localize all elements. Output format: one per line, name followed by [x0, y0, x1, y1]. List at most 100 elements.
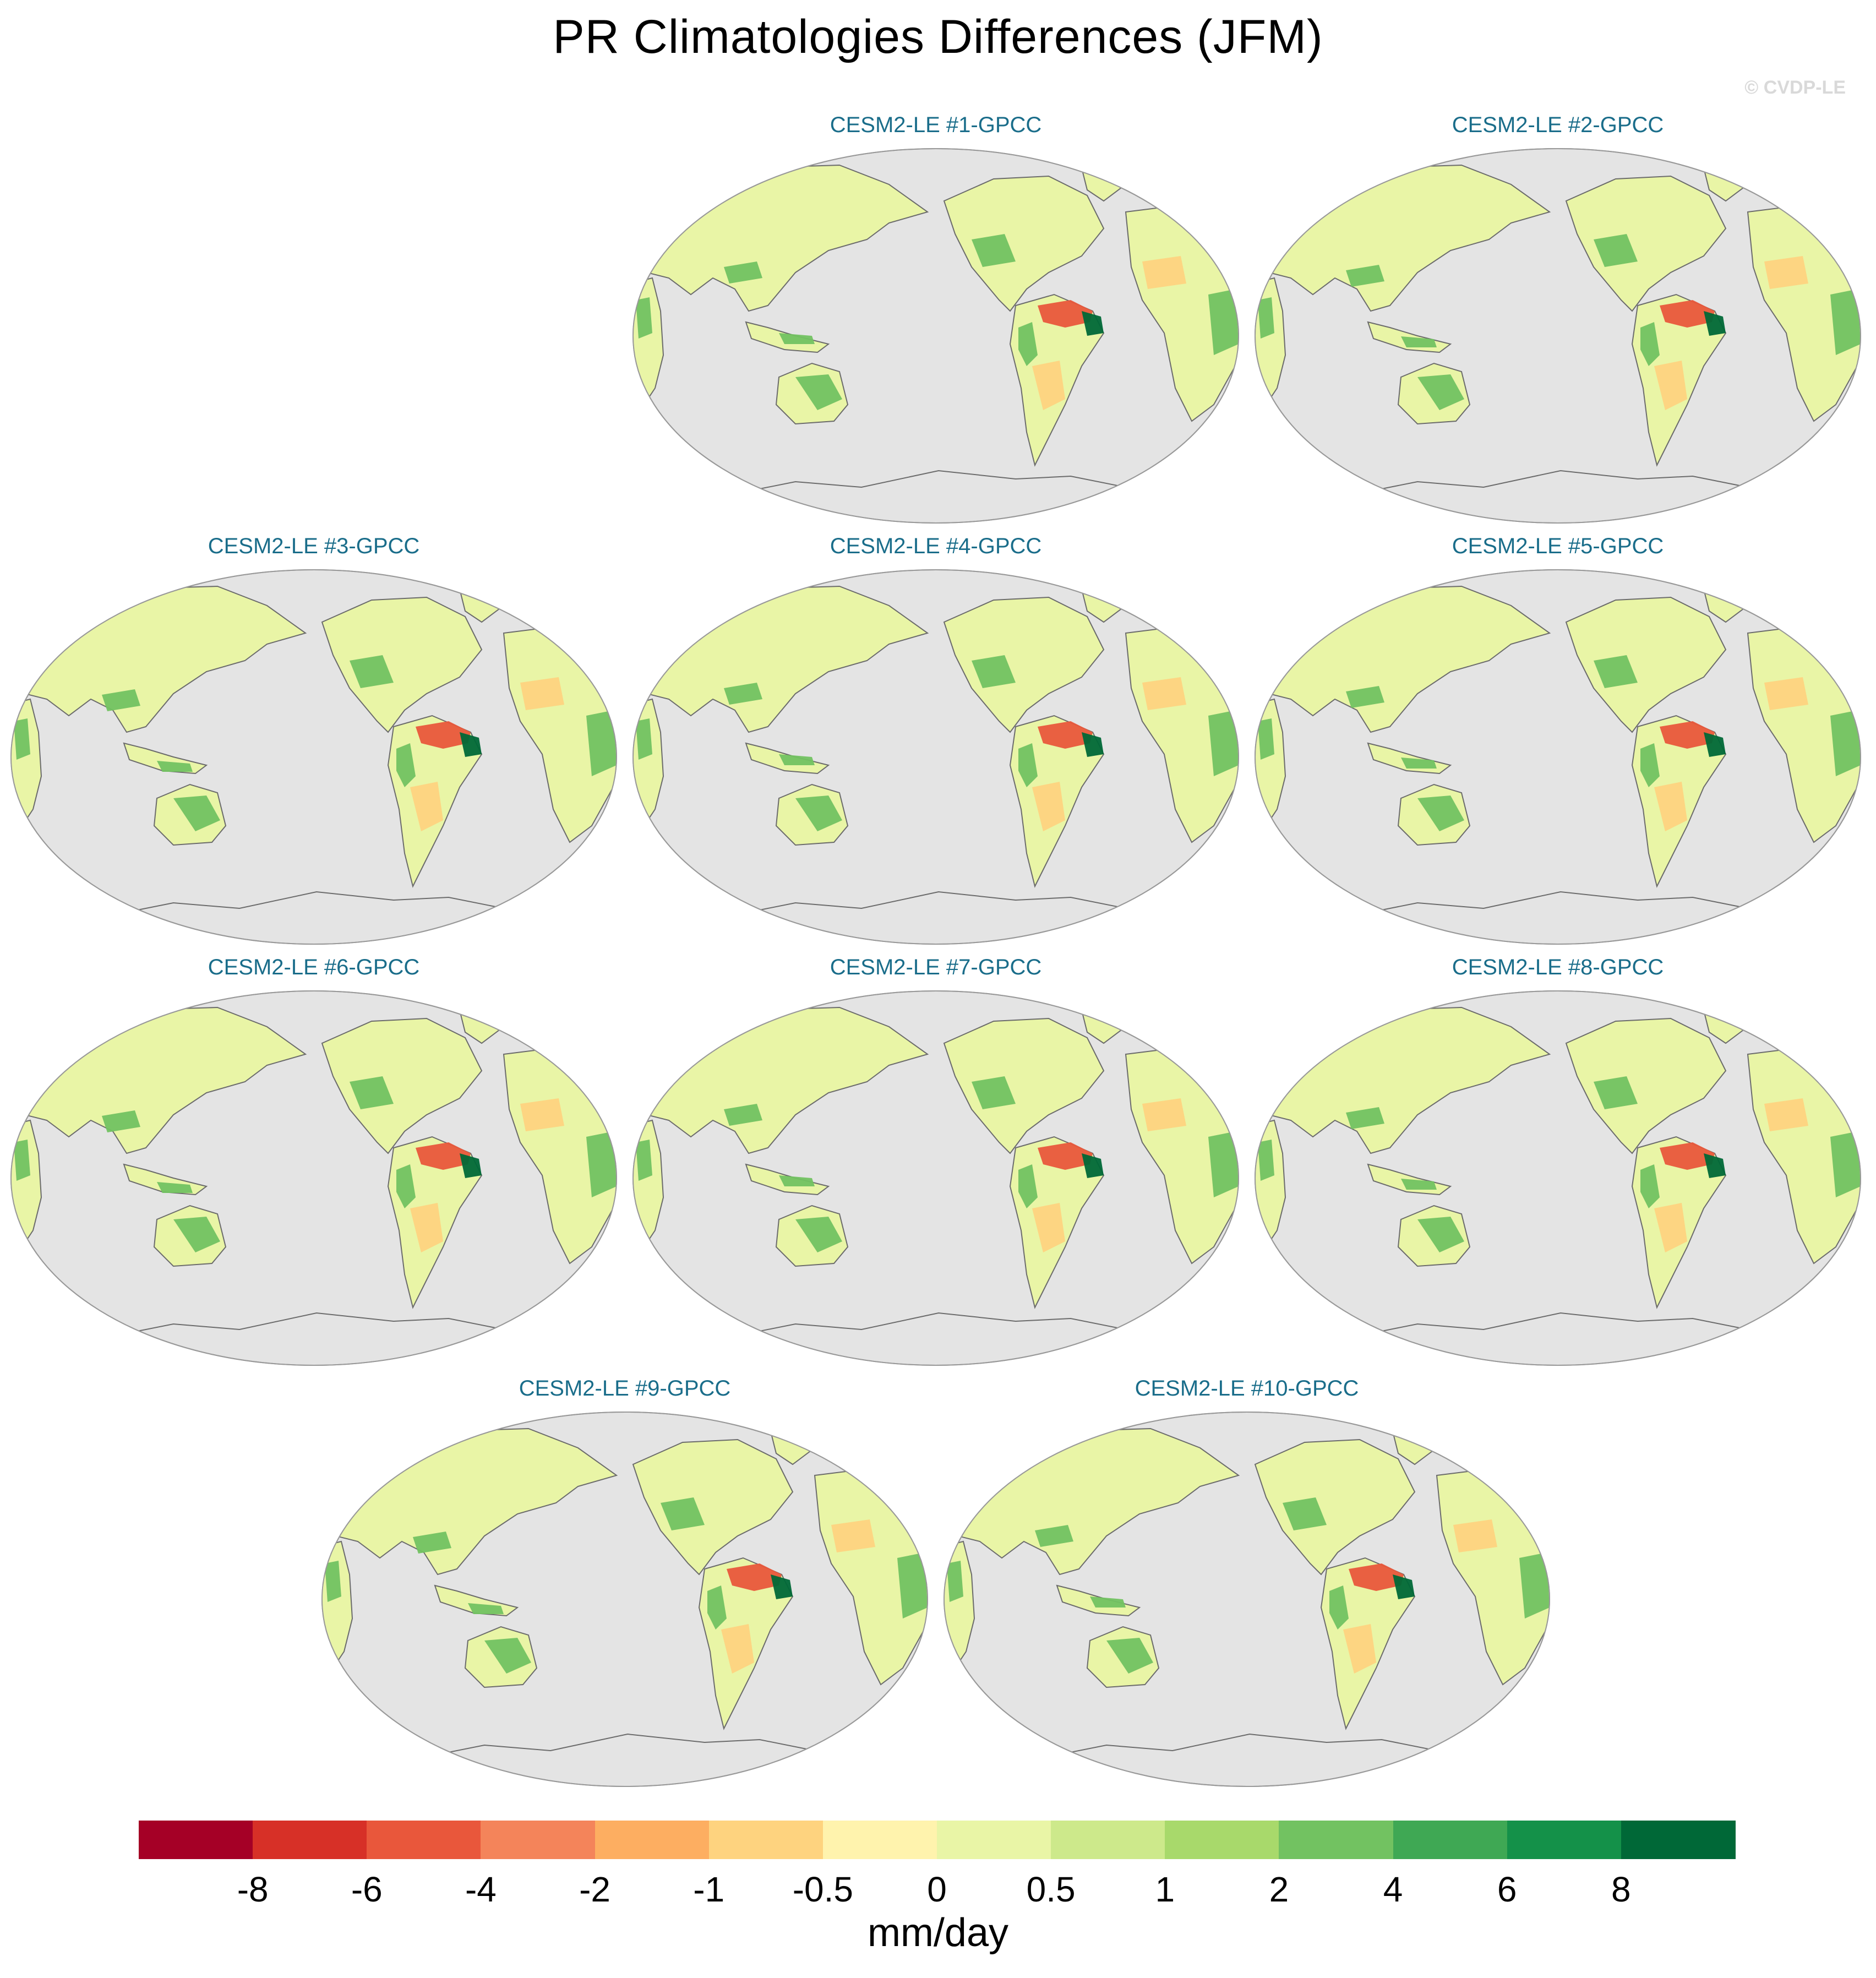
andes-wet-patch	[1640, 743, 1660, 787]
antarctica-coastline	[1023, 1733, 1465, 1762]
amazon-dry-patch	[1038, 1142, 1093, 1170]
north-america-landmass	[1565, 1017, 1727, 1154]
andes-wet-patch	[1640, 1164, 1660, 1208]
colorbar-box	[937, 1821, 1052, 1859]
china-wet-patch	[1346, 1107, 1384, 1129]
north-america-landmass	[321, 596, 483, 733]
panel-title: CESM2-LE #7-GPCC	[830, 955, 1042, 979]
colorbar-box	[1507, 1821, 1622, 1859]
australia-wet-patch	[795, 374, 842, 410]
north-america-wet-patch	[350, 1076, 394, 1109]
antarctica-coastline	[1334, 1312, 1776, 1341]
panel-title: CESM2-LE #5-GPCC	[1452, 534, 1664, 558]
north-america-landmass	[1254, 1438, 1416, 1576]
ne-brazil-wet-patch	[1704, 732, 1726, 757]
colorbar-box	[595, 1821, 710, 1859]
map-panel: CESM2-LE #10-GPCC	[941, 1376, 1552, 1795]
colorbar-tick-label: -0.5	[792, 1870, 853, 1909]
andes-wet-patch	[707, 1585, 727, 1630]
indonesia-wet-patch	[1090, 1596, 1126, 1608]
colorbar-box	[822, 1821, 937, 1859]
colorbar-box	[1279, 1821, 1394, 1859]
china-wet-patch	[1346, 686, 1384, 708]
west-africa-wet-patch	[636, 1140, 652, 1181]
colorbar-tick-label: 4	[1383, 1870, 1403, 1909]
east-africa-wet-patch	[1830, 710, 1861, 776]
china-wet-patch	[724, 683, 762, 705]
china-wet-patch	[102, 1110, 140, 1132]
map-border	[321, 1412, 928, 1787]
world-map	[1255, 569, 1861, 945]
north-africa-dry-patch	[1142, 256, 1186, 289]
map-panel: CESM2-LE #7-GPCC	[630, 955, 1241, 1374]
ne-brazil-wet-patch	[1704, 1153, 1726, 1178]
east-africa-wet-patch	[1208, 710, 1239, 776]
north-africa-dry-patch	[1764, 1098, 1808, 1131]
south-america-dry-patch	[1654, 1203, 1687, 1252]
indonesia-wet-patch	[1401, 336, 1437, 347]
map-panel: CESM2-LE #2-GPCC	[1252, 113, 1863, 531]
map-border	[1255, 990, 1861, 1366]
panel-title: CESM2-LE #8-GPCC	[1452, 955, 1664, 979]
east-africa-wet-patch	[1208, 289, 1239, 355]
amazon-dry-patch	[416, 721, 471, 749]
west-africa-wet-patch	[636, 297, 652, 339]
colorbar-tick-label: -1	[693, 1870, 725, 1909]
andes-wet-patch	[1018, 743, 1038, 787]
colorbar-tick-label: -2	[579, 1870, 611, 1909]
colorbar-box	[1393, 1821, 1508, 1859]
australia-wet-patch	[173, 795, 220, 831]
australia-wet-patch	[173, 1217, 220, 1252]
north-america-wet-patch	[972, 655, 1016, 688]
east-africa-wet-patch	[1830, 289, 1861, 355]
ne-brazil-wet-patch	[771, 1574, 793, 1599]
ne-brazil-wet-patch	[1393, 1574, 1415, 1599]
andes-wet-patch	[1018, 322, 1038, 366]
copyright-watermark: © CVDP-LE	[1744, 77, 1846, 98]
ne-brazil-wet-patch	[1082, 311, 1104, 336]
indonesia-wet-patch	[1401, 758, 1437, 769]
indonesia-wet-patch	[779, 1175, 815, 1186]
north-america-wet-patch	[350, 655, 394, 688]
map-border	[1255, 148, 1861, 524]
map-panel: CESM2-LE #6-GPCC	[8, 955, 619, 1374]
indonesia-wet-patch	[157, 1182, 193, 1193]
colorbar-tick-label: -4	[465, 1870, 497, 1909]
colorbar-box	[367, 1821, 482, 1859]
australia-wet-patch	[484, 1638, 531, 1674]
world-map	[944, 1412, 1550, 1787]
colorbar-box	[1051, 1821, 1166, 1859]
map-border	[632, 569, 1239, 945]
west-africa-wet-patch	[1258, 1140, 1274, 1181]
panel-title: CESM2-LE #9-GPCC	[519, 1376, 731, 1401]
australia-wet-patch	[1417, 1217, 1464, 1252]
north-africa-dry-patch	[1453, 1519, 1497, 1552]
panel-title: CESM2-LE #3-GPCC	[208, 534, 420, 558]
north-africa-dry-patch	[1764, 677, 1808, 710]
north-america-wet-patch	[661, 1497, 705, 1530]
china-wet-patch	[724, 1104, 762, 1126]
ne-brazil-wet-patch	[1082, 732, 1104, 757]
colorbar-box	[1621, 1821, 1736, 1859]
west-africa-wet-patch	[636, 718, 652, 760]
ne-brazil-wet-patch	[1704, 311, 1726, 336]
china-wet-patch	[1346, 265, 1384, 287]
amazon-dry-patch	[1038, 721, 1093, 749]
china-wet-patch	[724, 261, 762, 284]
antarctica-coastline	[1334, 891, 1776, 920]
north-america-landmass	[632, 1438, 794, 1576]
north-america-wet-patch	[1594, 1076, 1638, 1109]
north-america-landmass	[1565, 596, 1727, 733]
australia-wet-patch	[1417, 795, 1464, 831]
world-map	[632, 569, 1239, 945]
south-america-dry-patch	[1032, 361, 1065, 410]
andes-wet-patch	[396, 743, 416, 787]
indonesia-wet-patch	[468, 1603, 504, 1614]
ne-brazil-wet-patch	[460, 1153, 482, 1178]
west-africa-wet-patch	[1258, 718, 1274, 760]
colorbar-tick-label: 0.5	[1026, 1870, 1076, 1909]
indonesia-wet-patch	[779, 333, 815, 344]
colorbar-tick-label: -6	[351, 1870, 383, 1909]
west-africa-wet-patch	[1258, 297, 1274, 339]
map-border	[632, 990, 1239, 1366]
